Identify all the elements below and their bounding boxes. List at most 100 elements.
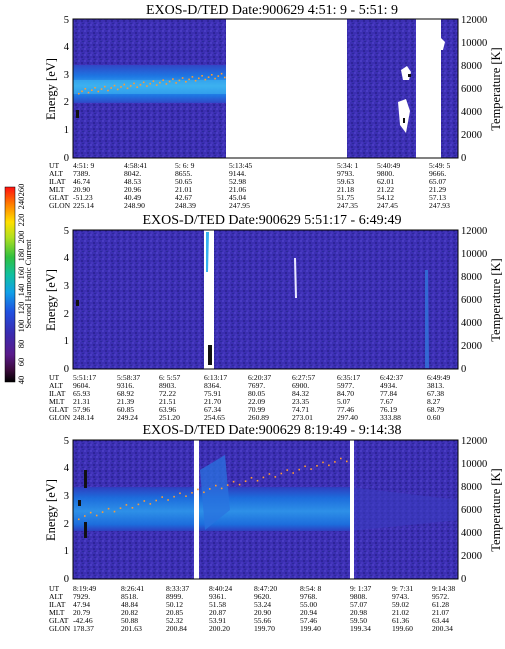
temperature-point (120, 86, 122, 88)
ephem-ut: 9:14:38 (432, 584, 455, 593)
ephem-ut: 6:13:17 (204, 373, 227, 382)
temperature-point (224, 76, 226, 79)
ephem-ut: 8:47:20 (254, 584, 277, 593)
ephem-alt: 8364. (204, 381, 221, 390)
ephem-label: UT (49, 584, 59, 593)
temperature-point (226, 484, 229, 486)
ephem-glat: 60.85 (117, 405, 134, 414)
ephem-alt: 4934. (380, 381, 397, 390)
ephem-glat: 57.46 (300, 616, 317, 625)
ephem-ut: 6:27:57 (292, 373, 315, 382)
ephem-mlt: 20.82 (121, 608, 138, 617)
ephem-glat: 59.50 (350, 616, 367, 625)
ephem-glat: 45.04 (229, 193, 246, 202)
panel-3-y2label: Temperature [K] (489, 468, 503, 551)
panel-2-y2label: Temperature [K] (489, 258, 503, 341)
ephem-glon: 251.20 (159, 413, 180, 422)
ephem-alt: 9666. (429, 169, 446, 178)
temperature-point (152, 80, 155, 82)
panel-2-ephem-col-2: 6: 5:57 8903. 72.22 21.51 63.96 251.20 (159, 373, 181, 422)
panel-3-plot (72, 439, 459, 580)
ephem-glat: 61.36 (392, 616, 409, 625)
ephem-ilat: 80.05 (248, 389, 265, 398)
ephem-alt: 7389. (73, 169, 90, 178)
panel-1-y2tick-0: 0 (461, 153, 466, 164)
colorbar-label: Second Harmonic Current (23, 239, 33, 329)
panel-1-ephem-col-4: 5:34: 1 9793. 59.63 21.18 51.75 247.35 (337, 161, 359, 210)
ephem-alt: 5977. (337, 381, 354, 390)
ephem-glon: 248.14 (73, 413, 94, 422)
ephem-mlt: 21.06 (229, 185, 246, 194)
ephem-glat: 74.71 (292, 405, 309, 414)
panel-1-ytick-5: 5 (64, 15, 69, 26)
ephem-mlt: 21.70 (204, 397, 221, 406)
temperature-point (84, 88, 87, 90)
ephem-glat: 70.99 (248, 405, 265, 414)
temperature-point (232, 480, 235, 483)
ephem-glon: 247.45 (377, 201, 398, 210)
ephem-alt: 9768. (300, 592, 317, 601)
temperature-point (155, 84, 158, 86)
temperature-point (104, 85, 106, 88)
temperature-point (113, 84, 116, 87)
panel-3-trace (78, 457, 348, 521)
panel-1-y2-axis: 0 2000 4000 6000 8000 10000 12000 Temper… (461, 15, 503, 164)
panel-2-y2tick-0: 0 (461, 364, 466, 375)
ephem-glat: -42.46 (73, 616, 93, 625)
panel-2-y2tick-2: 4000 (461, 318, 482, 329)
ephem-glon: 297.40 (337, 413, 358, 422)
colorbar-tick: 160 (16, 267, 26, 280)
ephem-mlt: 20.90 (254, 608, 271, 617)
ephem-glat: 76.19 (380, 405, 397, 414)
temperature-point (91, 89, 93, 91)
temperature-point (110, 87, 112, 89)
temperature-point (137, 503, 140, 506)
ephem-ilat: 65.07 (429, 177, 446, 186)
ephem-alt: 9144. (229, 169, 246, 178)
panel-2-y2tick-6: 12000 (461, 226, 487, 237)
ephem-ut: 8:33:37 (166, 584, 189, 593)
ephem-alt: 9316. (117, 381, 134, 390)
temperature-point (100, 88, 103, 90)
panel-1-ephem-col-0: 4:51: 9 7389. 46.74 20.90 -51.23 225.14 (73, 161, 95, 210)
ephem-glon: 249.24 (117, 413, 138, 422)
temperature-point (95, 514, 98, 517)
temperature-point (292, 472, 294, 474)
panel-1-ephem-col-1: 4:58:41 8042. 48.53 20.96 40.49 248.90 (124, 161, 147, 210)
panel-3-ephem-labels: UT ALT ILAT MLT GLAT GLON (49, 584, 71, 633)
temperature-point (286, 469, 288, 471)
panel-2-field (73, 230, 458, 369)
ephem-ilat: 50.12 (166, 600, 183, 609)
ephem-glon: 260.89 (248, 413, 269, 422)
temperature-point (194, 79, 197, 82)
temperature-point (238, 483, 241, 486)
ephem-label: ALT (49, 381, 63, 390)
ephem-mlt: 21.29 (429, 185, 446, 194)
temperature-point (188, 78, 190, 81)
temperature-point (78, 518, 80, 521)
panel-2-y2tick-3: 6000 (461, 295, 482, 306)
colorbar-tick: 100 (16, 320, 26, 333)
temperature-point (220, 72, 223, 75)
ephem-glon: 248.39 (175, 201, 196, 210)
panel-1-ephem-col-5: 5:40:49 9800. 62.01 21.22 54.12 247.45 (377, 161, 400, 210)
panel-2-frame (72, 229, 459, 370)
panel-1-ephem-col-2: 5: 6: 9 8655. 50.65 21.01 42.67 248.39 (175, 161, 196, 210)
panel-3-ephem-col-4: 8:47:20 9620. 53.24 20.90 55.66 199.70 (254, 584, 277, 633)
ephem-mlt: 21.02 (392, 608, 409, 617)
ephem-ilat: 51.58 (209, 600, 226, 609)
temperature-point (198, 77, 200, 80)
ephem-ilat: 55.00 (300, 600, 317, 609)
temperature-point (274, 476, 277, 478)
panel-1-ytick-3: 3 (64, 70, 69, 81)
temperature-point (172, 78, 174, 80)
ephem-glon: 200.84 (166, 624, 187, 633)
ephem-label: GLAT (49, 616, 69, 625)
panel-2-y2tick-1: 2000 (461, 341, 482, 352)
ephem-alt: 8655. (175, 169, 192, 178)
ephem-ilat: 53.24 (254, 600, 271, 609)
temperature-point (328, 464, 330, 467)
ephem-label: ILAT (49, 600, 66, 609)
panel-3-y2tick-0: 0 (461, 574, 466, 585)
